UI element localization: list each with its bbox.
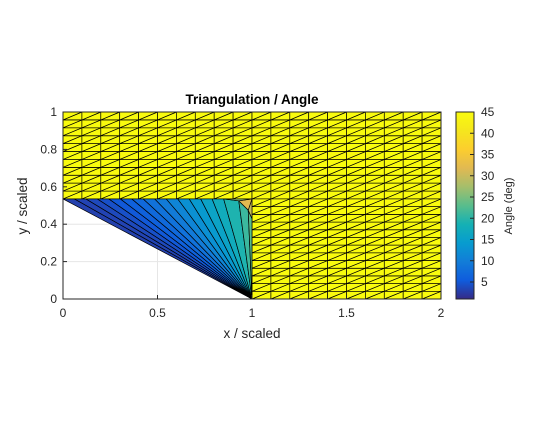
colorbar-tick-label: 25 bbox=[481, 190, 495, 204]
mesh-triangle bbox=[365, 198, 385, 207]
colorbar-gradient bbox=[455, 111, 475, 300]
colorbar-tick-label: 5 bbox=[481, 275, 488, 289]
mesh-triangle bbox=[327, 198, 347, 207]
mesh-triangle bbox=[308, 198, 328, 207]
x-tick-label: 1.5 bbox=[338, 306, 355, 320]
mesh-triangle bbox=[383, 198, 404, 207]
mesh-triangle-fan bbox=[223, 198, 253, 202]
x-tick-label: 0.5 bbox=[149, 306, 166, 320]
x-tick-label: 0 bbox=[60, 306, 67, 320]
y-tick-label: 0.8 bbox=[40, 142, 57, 156]
x-axis-label: x / scaled bbox=[223, 326, 280, 341]
colorbar-tick-label: 45 bbox=[481, 105, 495, 119]
colorbar: 5 10 15 20 25 30 35 40 45 bbox=[455, 105, 495, 300]
mesh-triangle bbox=[270, 198, 291, 207]
colorbar-tick-label: 15 bbox=[481, 233, 495, 247]
colorbar-tick-label: 40 bbox=[481, 126, 495, 140]
colorbar-tick-label: 35 bbox=[481, 148, 495, 162]
mesh-triangle bbox=[289, 198, 310, 207]
triangulated-mesh bbox=[62, 111, 442, 300]
colorbar-tick-label: 10 bbox=[481, 254, 495, 268]
y-tick-label: 1 bbox=[50, 105, 57, 119]
colorbar-tick-label: 20 bbox=[481, 211, 495, 225]
mesh-triangle bbox=[346, 198, 366, 207]
x-tick-label: 1 bbox=[249, 306, 256, 320]
y-tick-label: 0.4 bbox=[40, 217, 57, 231]
y-tick-label: 0.6 bbox=[40, 180, 57, 194]
chart-title: Triangulation / Angle bbox=[185, 92, 318, 107]
y-axis-label: y / scaled bbox=[15, 177, 30, 234]
colorbar-label: Angle (deg) bbox=[503, 178, 515, 235]
colorbar-tick-label: 30 bbox=[481, 169, 495, 183]
y-tick-label: 0.2 bbox=[40, 255, 57, 269]
y-tick-label: 0 bbox=[50, 292, 57, 306]
x-tick-label: 2 bbox=[438, 306, 445, 320]
x-axis-ticks: 0 0.5 1 1.5 2 bbox=[60, 295, 445, 320]
mesh-triangle bbox=[402, 198, 423, 207]
mesh-triangle bbox=[421, 198, 442, 207]
y-axis-ticks: 0 0.2 0.4 0.6 0.8 1 bbox=[40, 105, 67, 306]
